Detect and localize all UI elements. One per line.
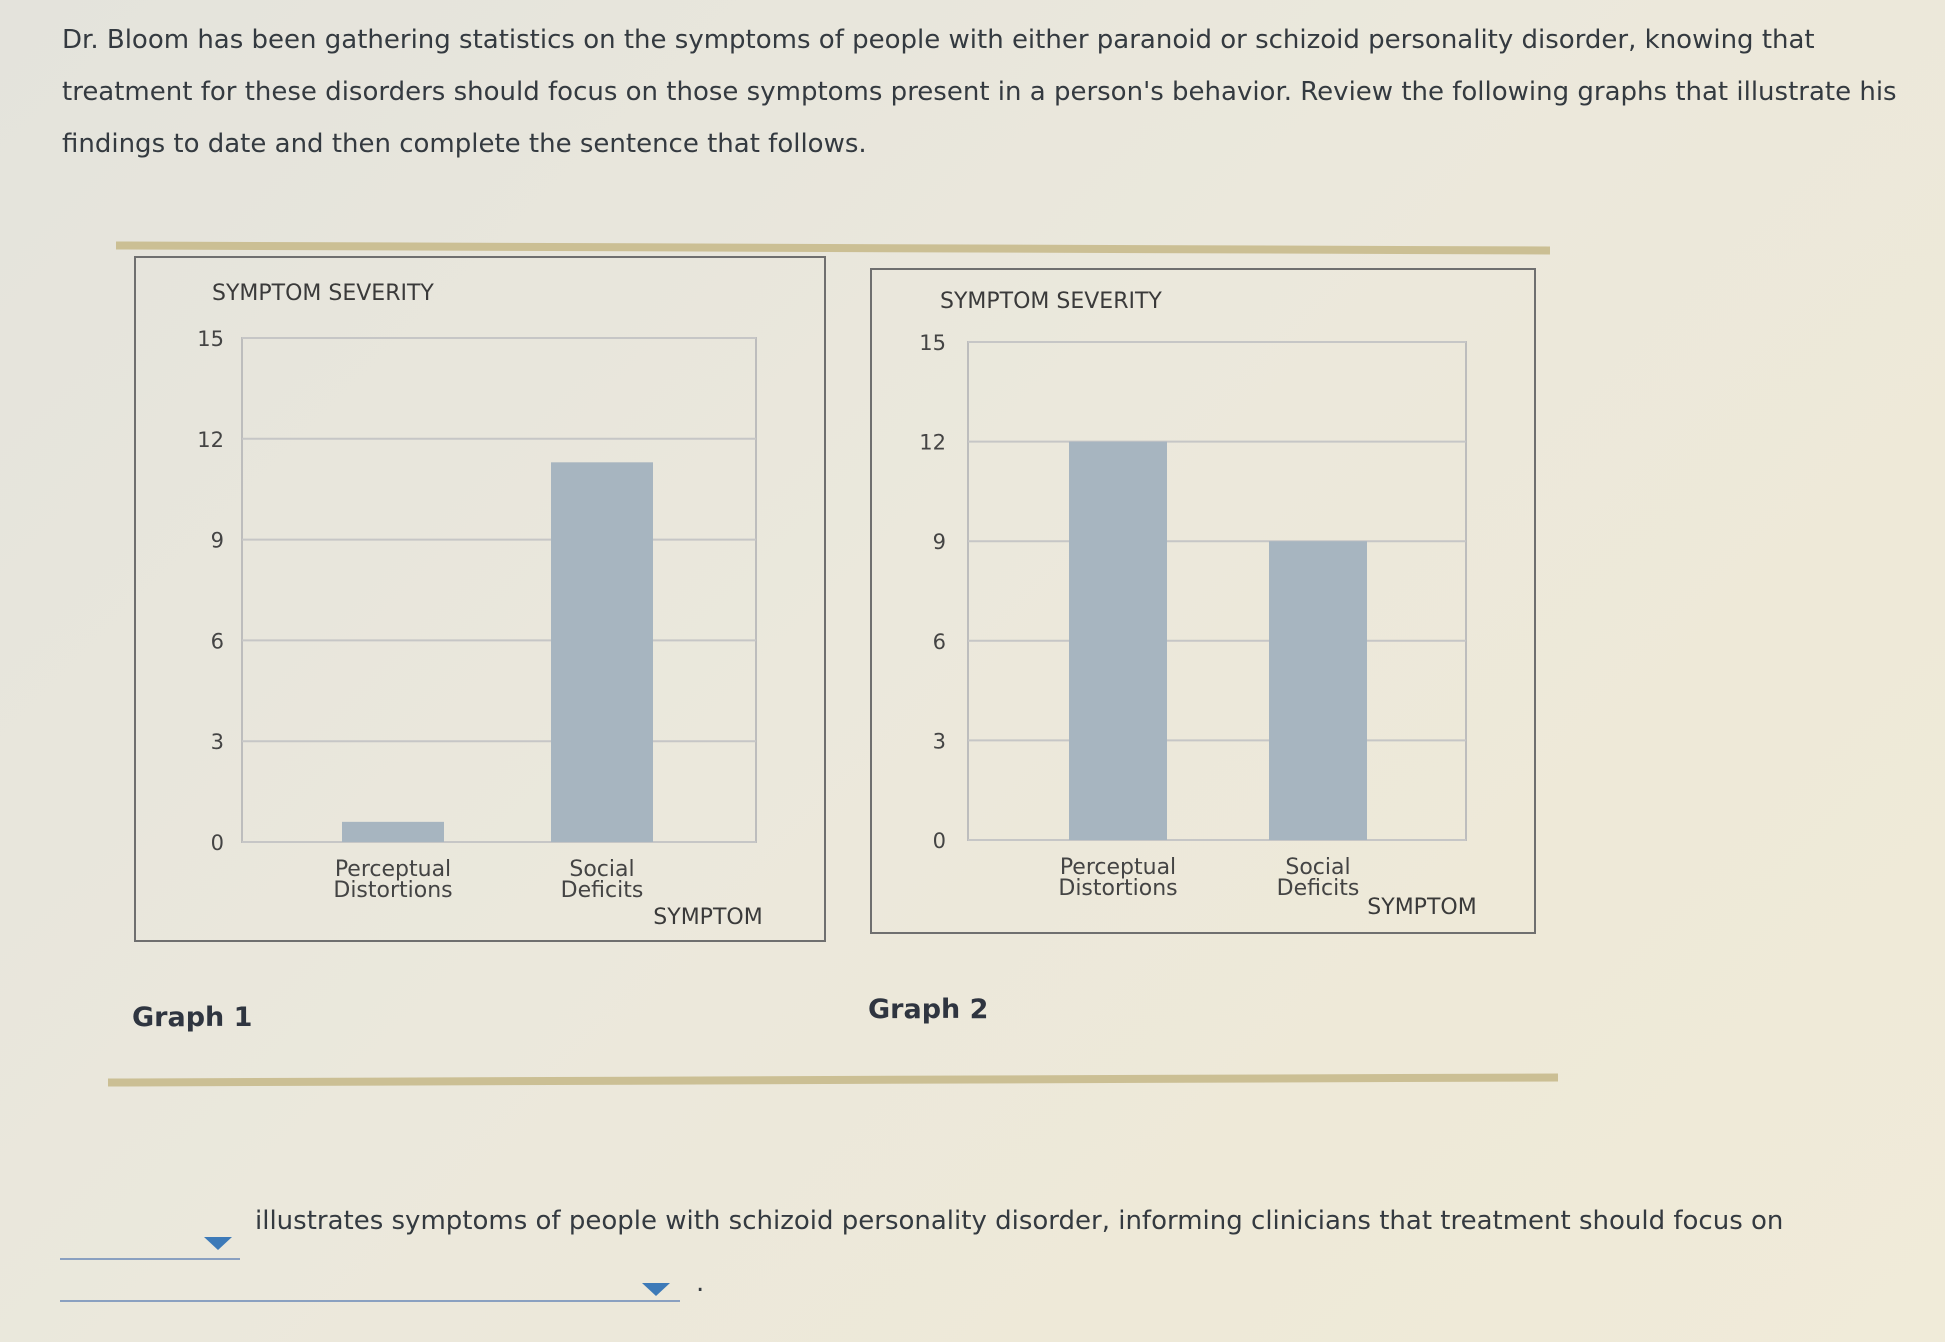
x-category-label: Social xyxy=(569,857,634,882)
x-category-label: Perceptual xyxy=(335,857,451,882)
question-intro-text: Dr. Bloom has been gathering statistics … xyxy=(62,25,1897,159)
x-category-label: Social xyxy=(1285,855,1350,880)
sentence-period: . xyxy=(696,1268,705,1298)
chevron-down-icon xyxy=(642,1283,670,1296)
bar xyxy=(551,462,653,842)
top-divider xyxy=(115,241,1551,255)
bar xyxy=(1269,541,1367,840)
plot-area xyxy=(241,337,757,843)
y-tick-label: 9 xyxy=(933,530,946,554)
chart-title: SYMPTOM SEVERITY xyxy=(940,289,1162,314)
focus-select-dropdown[interactable] xyxy=(60,1264,680,1302)
y-tick-label: 6 xyxy=(933,630,946,654)
x-category-label: Deficits xyxy=(1277,876,1360,901)
x-category-label: Perceptual xyxy=(1060,855,1176,880)
y-tick-label: 12 xyxy=(197,428,224,452)
y-tick-label: 6 xyxy=(211,629,224,653)
x-category-label: Distortions xyxy=(333,878,452,903)
bottom-divider xyxy=(107,1073,1559,1087)
graph-select-dropdown[interactable] xyxy=(60,1222,240,1260)
chart-title: SYMPTOM SEVERITY xyxy=(212,281,434,306)
x-category-label: Distortions xyxy=(1058,876,1177,901)
x-axis-label: SYMPTOM xyxy=(653,905,762,930)
y-tick-label: 9 xyxy=(211,529,224,553)
y-tick-label: 15 xyxy=(197,327,224,351)
question-sentence: illustrates symptoms of people with schi… xyxy=(255,1206,1784,1236)
bar xyxy=(342,821,444,842)
graph-2-chart: 0 3 6 9 12 15 Perceptual Distortions Social Defic… xyxy=(870,268,1536,934)
x-category-label: Deficits xyxy=(561,878,644,903)
y-tick-label: 3 xyxy=(933,729,946,753)
bar xyxy=(1069,441,1167,840)
graph-1-chart: 0 3 6 9 12 15 Perceptual Distortions Social Defic… xyxy=(134,256,826,942)
y-tick-label: 12 xyxy=(919,431,946,455)
x-axis-label: SYMPTOM xyxy=(1367,895,1476,920)
plot-area xyxy=(967,341,1467,841)
y-tick-label: 0 xyxy=(211,831,224,855)
graph-2-label: Graph 2 xyxy=(868,994,989,1025)
y-tick-label: 3 xyxy=(211,730,224,754)
graph-1-label: Graph 1 xyxy=(132,1002,253,1033)
y-tick-label: 0 xyxy=(933,829,946,853)
y-tick-label: 15 xyxy=(919,331,946,355)
chevron-down-icon xyxy=(204,1237,232,1250)
